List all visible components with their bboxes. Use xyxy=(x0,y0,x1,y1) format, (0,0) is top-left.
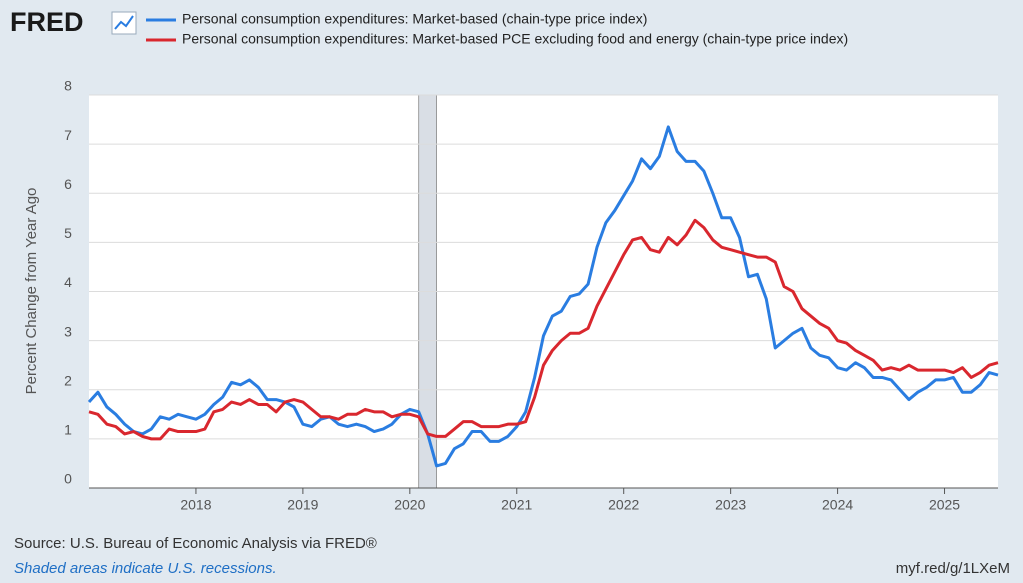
y-tick-label: 5 xyxy=(64,225,72,241)
x-tick-label: 2020 xyxy=(394,497,425,513)
x-tick-label: 2023 xyxy=(715,497,746,513)
y-tick-label: 6 xyxy=(64,176,72,192)
x-tick-label: 2022 xyxy=(608,497,639,513)
y-tick-label: 4 xyxy=(64,274,72,290)
x-tick-label: 2024 xyxy=(822,497,853,513)
y-axis-label: Percent Change from Year Ago xyxy=(23,188,40,395)
legend-label: Personal consumption expenditures: Marke… xyxy=(182,31,848,47)
logo-icon xyxy=(111,11,137,35)
series-line xyxy=(87,125,999,468)
y-tick-label: 2 xyxy=(64,372,72,388)
y-tick-label: 1 xyxy=(64,422,72,438)
short-link[interactable]: myf.red/g/1LXeM xyxy=(896,560,1010,577)
y-tick-label: 3 xyxy=(64,323,72,339)
x-tick-label: 2025 xyxy=(929,497,960,513)
x-tick-label: 2018 xyxy=(180,497,211,513)
y-tick-label: 7 xyxy=(64,127,72,143)
recession-note: Shaded areas indicate U.S. recessions. xyxy=(14,560,277,577)
x-tick-label: 2021 xyxy=(501,497,532,513)
series-line xyxy=(88,218,999,441)
y-tick-label: 0 xyxy=(64,471,72,487)
legend-label: Personal consumption expenditures: Marke… xyxy=(182,11,647,27)
source: Source: U.S. Bureau of Economic Analysis… xyxy=(14,535,377,552)
logo[interactable]: FRED xyxy=(10,7,84,37)
y-tick-label: 8 xyxy=(64,78,72,94)
x-tick-label: 2019 xyxy=(287,497,318,513)
